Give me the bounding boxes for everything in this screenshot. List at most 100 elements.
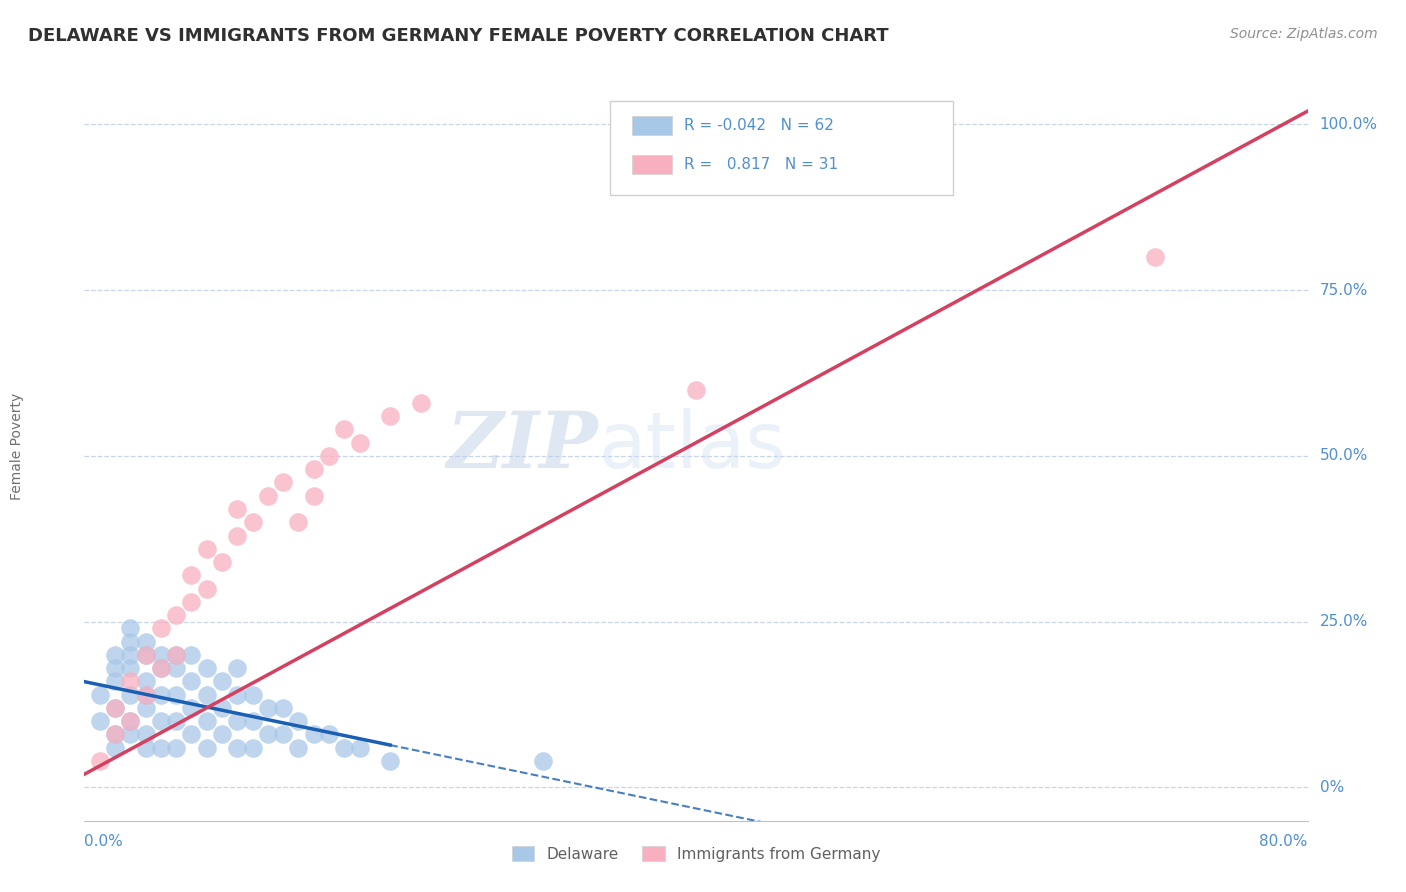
Point bbox=[135, 701, 157, 715]
Point bbox=[226, 502, 249, 516]
Point bbox=[135, 727, 157, 741]
Point bbox=[257, 727, 280, 741]
Point bbox=[104, 740, 127, 755]
Point bbox=[135, 648, 157, 662]
Point bbox=[165, 714, 187, 728]
Point bbox=[135, 740, 157, 755]
Text: 0%: 0% bbox=[1320, 780, 1344, 795]
Point bbox=[195, 582, 218, 596]
Point bbox=[165, 608, 187, 623]
Point bbox=[287, 740, 309, 755]
Point bbox=[287, 515, 309, 529]
Point bbox=[242, 688, 264, 702]
Point bbox=[195, 541, 218, 556]
Point bbox=[135, 634, 157, 648]
Point bbox=[180, 727, 202, 741]
Point bbox=[333, 740, 356, 755]
Point bbox=[242, 515, 264, 529]
Point bbox=[165, 661, 187, 675]
Point bbox=[165, 648, 187, 662]
Point bbox=[302, 727, 325, 741]
Point bbox=[318, 727, 340, 741]
Point bbox=[120, 674, 142, 689]
FancyBboxPatch shape bbox=[633, 116, 672, 135]
Point bbox=[149, 621, 172, 635]
FancyBboxPatch shape bbox=[633, 154, 672, 174]
Point bbox=[165, 648, 187, 662]
Point bbox=[180, 595, 202, 609]
Point bbox=[120, 621, 142, 635]
Point bbox=[195, 714, 218, 728]
Point bbox=[120, 648, 142, 662]
Point bbox=[135, 674, 157, 689]
Point bbox=[349, 740, 371, 755]
Point bbox=[135, 648, 157, 662]
Point bbox=[1143, 250, 1166, 264]
Text: ZIP: ZIP bbox=[447, 408, 598, 484]
Point bbox=[195, 688, 218, 702]
Point bbox=[242, 714, 264, 728]
Text: 50.0%: 50.0% bbox=[1320, 449, 1368, 464]
Point bbox=[104, 701, 127, 715]
Point bbox=[211, 674, 233, 689]
Text: 80.0%: 80.0% bbox=[1260, 834, 1308, 849]
Point bbox=[120, 634, 142, 648]
Point bbox=[104, 701, 127, 715]
Point bbox=[211, 727, 233, 741]
Point bbox=[149, 661, 172, 675]
Point bbox=[120, 714, 142, 728]
Point bbox=[226, 528, 249, 542]
Point bbox=[271, 701, 294, 715]
Point bbox=[149, 688, 172, 702]
Point bbox=[149, 661, 172, 675]
Text: Source: ZipAtlas.com: Source: ZipAtlas.com bbox=[1230, 27, 1378, 41]
Text: R =   0.817   N = 31: R = 0.817 N = 31 bbox=[683, 157, 838, 172]
Point bbox=[195, 740, 218, 755]
Point bbox=[89, 714, 111, 728]
Point bbox=[104, 727, 127, 741]
Text: 100.0%: 100.0% bbox=[1320, 117, 1378, 132]
Point bbox=[149, 740, 172, 755]
Point bbox=[257, 701, 280, 715]
FancyBboxPatch shape bbox=[610, 102, 953, 195]
Point bbox=[242, 740, 264, 755]
Point bbox=[531, 754, 554, 768]
Point bbox=[180, 568, 202, 582]
Point bbox=[380, 409, 402, 424]
Point bbox=[226, 688, 249, 702]
Point bbox=[685, 383, 707, 397]
Point bbox=[211, 555, 233, 569]
Text: 25.0%: 25.0% bbox=[1320, 615, 1368, 629]
Point bbox=[211, 701, 233, 715]
Point bbox=[226, 661, 249, 675]
Point bbox=[226, 740, 249, 755]
Point bbox=[180, 701, 202, 715]
Point bbox=[120, 661, 142, 675]
Point bbox=[226, 714, 249, 728]
Point bbox=[180, 648, 202, 662]
Text: R = -0.042   N = 62: R = -0.042 N = 62 bbox=[683, 118, 834, 133]
Point bbox=[271, 475, 294, 490]
Point bbox=[120, 688, 142, 702]
Point bbox=[135, 688, 157, 702]
Point bbox=[271, 727, 294, 741]
Point bbox=[165, 688, 187, 702]
Point bbox=[333, 422, 356, 436]
Point bbox=[287, 714, 309, 728]
Point bbox=[135, 688, 157, 702]
Point bbox=[104, 648, 127, 662]
Text: atlas: atlas bbox=[598, 408, 786, 484]
Point bbox=[89, 754, 111, 768]
Point bbox=[149, 648, 172, 662]
Text: Female Poverty: Female Poverty bbox=[10, 392, 24, 500]
Point bbox=[195, 661, 218, 675]
Point bbox=[257, 489, 280, 503]
Point bbox=[120, 714, 142, 728]
Point bbox=[409, 396, 432, 410]
Point bbox=[104, 727, 127, 741]
Text: DELAWARE VS IMMIGRANTS FROM GERMANY FEMALE POVERTY CORRELATION CHART: DELAWARE VS IMMIGRANTS FROM GERMANY FEMA… bbox=[28, 27, 889, 45]
Point bbox=[104, 661, 127, 675]
Point bbox=[120, 727, 142, 741]
Point bbox=[89, 688, 111, 702]
Legend: Delaware, Immigrants from Germany: Delaware, Immigrants from Germany bbox=[503, 838, 889, 869]
